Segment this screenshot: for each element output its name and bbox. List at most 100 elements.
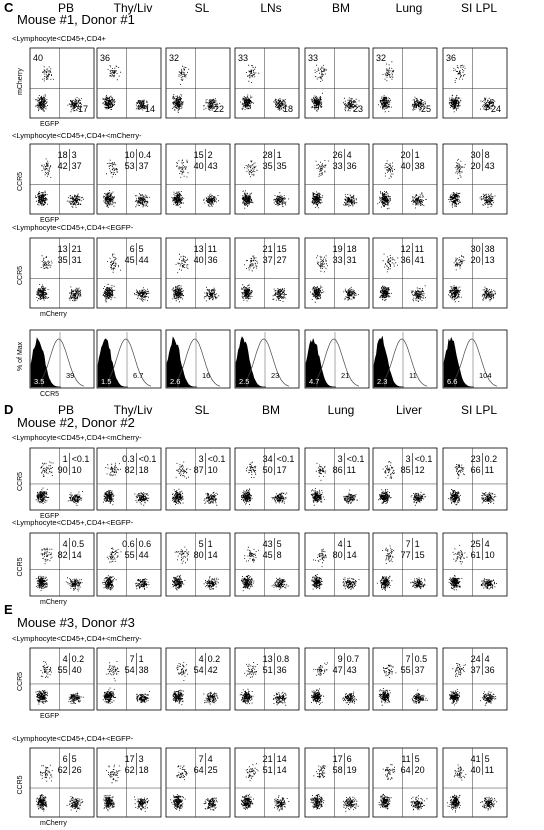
plot-cell: 13 0.8 51 36 — [234, 647, 300, 711]
gate-label: <Lymphocyte<CD45+,CD4+<mCherry- — [12, 433, 142, 442]
plot-cell: 25 4 61 10 — [442, 532, 508, 597]
panel-c: Mouse #1, Donor #1PB Thy/Liv SL LNs BM Lung SI… — [12, 1, 508, 398]
quadrant-lower-right: 14 — [208, 550, 218, 560]
gate-percent-top-left: 33 — [238, 53, 248, 63]
quadrant-lower-left: 37 — [263, 255, 273, 265]
row-dot4: <Lymphocyte<CD45+,CD4+<mCherry- CCR5 EGFP 1… — [12, 131, 508, 224]
plot-cell: 34 <0.1 50 17 — [234, 447, 300, 511]
event-dots — [376, 575, 393, 591]
event-dots — [379, 285, 392, 302]
quadrant-upper-left: 3 — [338, 454, 343, 464]
quadrant-upper-right: 1 — [415, 150, 420, 160]
panel-letter: E — [4, 602, 13, 617]
quadrant-lower-left: 45 — [125, 255, 135, 265]
event-dots — [454, 158, 466, 179]
plot-cell: 13 11 40 36 — [165, 237, 231, 309]
quadrant-lower-right: 11 — [485, 465, 494, 475]
y-axis-label: CCR5 — [17, 266, 24, 285]
event-dots — [102, 575, 117, 591]
event-dots — [105, 462, 121, 477]
quadrant-lower-left: 51 — [263, 765, 273, 775]
event-dots — [103, 794, 115, 812]
event-dots — [448, 575, 463, 591]
quadrant-upper-right: <0.1 — [277, 454, 295, 464]
quadrant-upper-left: 24 — [471, 654, 481, 664]
quadrant-lower-left: 77 — [401, 550, 411, 560]
event-dots — [40, 764, 53, 782]
isotype-mfi: 2.3 — [377, 377, 387, 386]
gate-percent-top-left: 32 — [376, 53, 386, 63]
quadrant-upper-left: 5 — [199, 539, 204, 549]
quadrant-lower-left: 35 — [263, 161, 273, 171]
quadrant-upper-right: 6 — [347, 754, 352, 764]
quadrant-lower-left: 80 — [333, 550, 343, 560]
plot-cell: 6.6 104 — [442, 329, 508, 389]
quadrant-lower-left: 87 — [194, 465, 204, 475]
gate-label: <Lymphocyte<CD45+,CD4+<mCherry- — [12, 634, 142, 643]
quadrant-lower-left: 62 — [125, 765, 135, 775]
quadrant-upper-right: 5 — [415, 754, 420, 764]
row-dot4: <Lymphocyte<CD45+,CD4+<EGFP- CCR5 mCherry 1… — [12, 223, 508, 318]
event-dots — [310, 488, 325, 506]
event-dots — [314, 64, 327, 82]
histogram-ccr5 — [246, 338, 290, 387]
quadrant-upper-right: 0.6 — [139, 539, 152, 549]
event-dots — [453, 764, 467, 781]
quadrant-upper-right: 0.4 — [139, 150, 152, 160]
plot-cell: 33 23 — [304, 47, 370, 119]
event-dots — [203, 193, 219, 207]
quadrant-upper-right: 1 — [139, 654, 144, 664]
quadrant-upper-left: 13 — [58, 244, 68, 254]
quadrant-lower-right: 13 — [485, 255, 495, 265]
quadrant-lower-left: 35 — [58, 255, 68, 265]
quadrant-lower-right: 36 — [208, 255, 218, 265]
event-dots — [136, 691, 150, 703]
event-dots — [447, 489, 461, 506]
quadrant-lower-left: 51 — [263, 665, 273, 675]
plot-frame — [234, 747, 300, 818]
quadrant-upper-left: 17 — [333, 754, 343, 764]
event-dots — [273, 691, 287, 706]
column-header: Lung — [328, 403, 355, 417]
quadrant-lower-right: 10 — [72, 465, 82, 475]
quadrant-lower-left: 40 — [471, 765, 481, 775]
event-dots — [172, 574, 186, 591]
event-dots — [36, 794, 48, 812]
event-dots — [453, 64, 466, 83]
event-dots — [315, 462, 327, 481]
plot-cell: 32 22 — [165, 47, 231, 119]
event-dots — [68, 692, 84, 704]
quadrant-lower-left: 40 — [194, 255, 204, 265]
panel-subtitle: Mouse #3, Donor #3 — [17, 615, 135, 630]
quadrant-upper-left: 34 — [263, 454, 273, 464]
quadrant-lower-left: 40 — [401, 161, 411, 171]
ccr5-mfi: 6.7 — [133, 371, 143, 380]
event-dots — [313, 765, 326, 779]
quadrant-lower-right: 25 — [208, 765, 218, 775]
quadrant-upper-right: 0.2 — [485, 454, 498, 464]
plot-cell: 3.5 39 — [29, 329, 95, 389]
quadrant-lower-right: 27 — [277, 255, 287, 265]
event-dots — [452, 663, 466, 677]
quadrant-upper-left: 20 — [401, 150, 411, 160]
plot-cell: 2.6 16 — [165, 329, 231, 389]
event-dots — [68, 286, 82, 302]
ccr5-mfi: 104 — [479, 371, 492, 380]
isotype-mfi: 3.5 — [34, 377, 44, 386]
event-dots — [410, 795, 428, 811]
event-dots — [240, 94, 254, 110]
quadrant-upper-left: 7 — [199, 754, 204, 764]
quadrant-lower-left: 33 — [333, 161, 343, 171]
plot-cell: 26 4 33 36 — [304, 143, 370, 215]
quadrant-lower-left: 66 — [471, 465, 481, 475]
quadrant-lower-left: 47 — [333, 665, 343, 675]
quadrant-lower-right: 12 — [415, 465, 425, 475]
event-dots — [102, 95, 116, 110]
plot-cell: 11 5 64 20 — [372, 747, 438, 818]
event-dots — [410, 491, 427, 506]
event-dots — [102, 283, 116, 303]
quadrant-lower-right: 41 — [415, 255, 425, 265]
event-dots — [311, 688, 325, 705]
gate-percent-bottom-right: 14 — [145, 104, 155, 114]
x-axis-label: EGFP — [40, 217, 59, 224]
